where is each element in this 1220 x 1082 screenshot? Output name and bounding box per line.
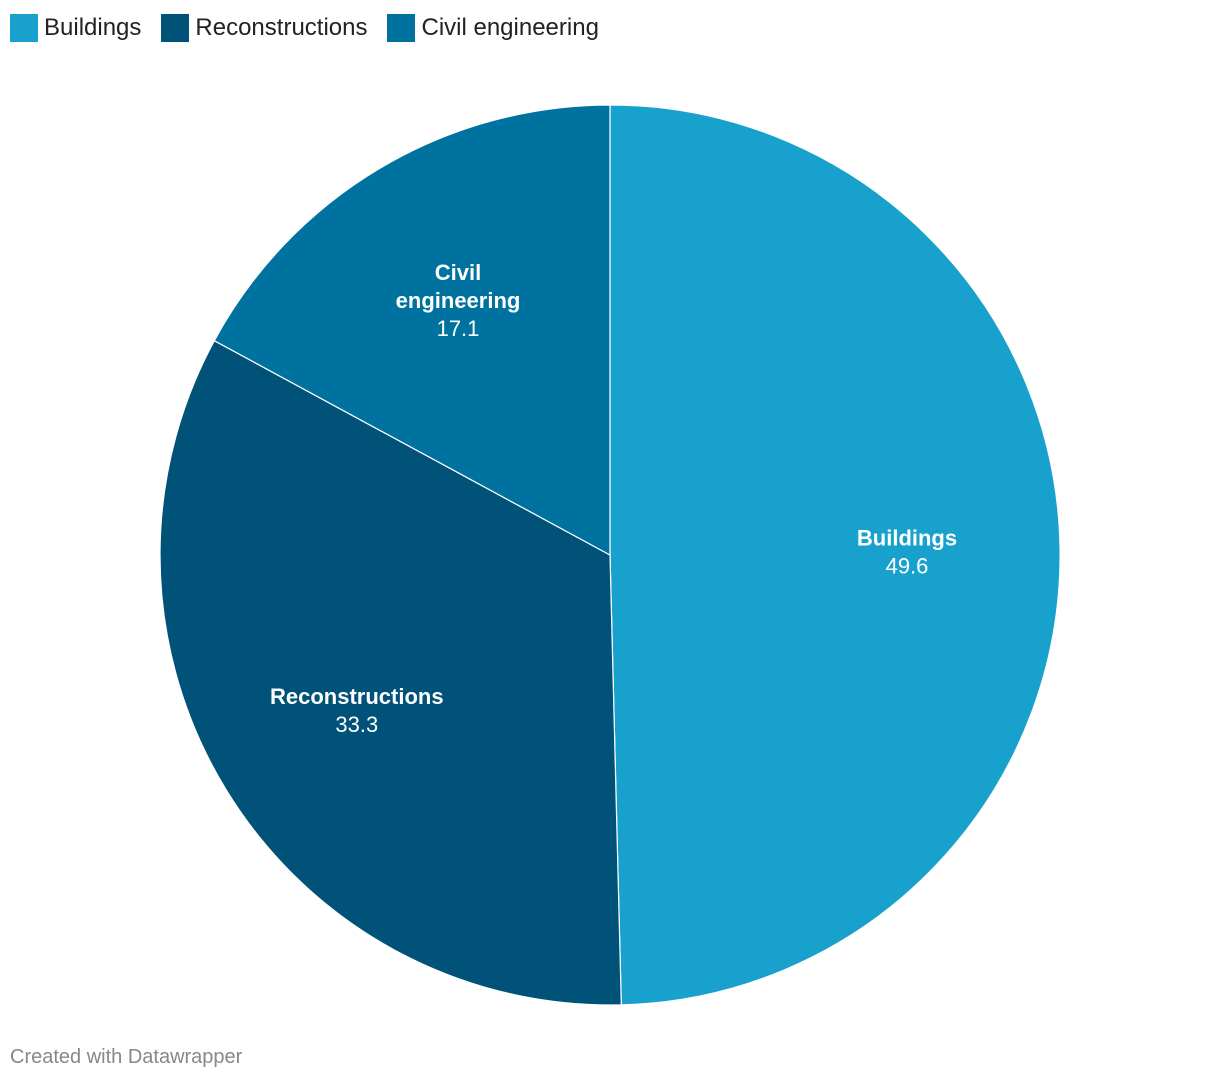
slice-name-civil-engineering: Civil engineering [396, 260, 521, 313]
slice-label-reconstructions: Reconstructions 33.3 [270, 684, 444, 737]
legend-label-reconstructions: Reconstructions [195, 14, 368, 41]
slice-label-civil-engineering: Civil engineering 17.1 [396, 260, 521, 341]
pie-slice-buildings [609, 104, 1061, 1006]
legend-label-buildings: Buildings [44, 14, 142, 41]
legend-swatch-buildings [10, 14, 38, 42]
slice-label-buildings: Buildings 49.6 [857, 525, 957, 578]
legend-item-reconstructions: Reconstructions [161, 14, 367, 42]
legend-label-civil-engineering: Civil engineering [421, 14, 599, 41]
pie-slice-reconstructions [159, 339, 622, 1006]
slice-name-buildings: Buildings [857, 525, 957, 550]
legend-swatch-civil-engineering [387, 14, 416, 42]
footer-credit: Created with Datawrapper [10, 1046, 243, 1068]
legend-item-civil-engineering: Civil engineering [387, 14, 599, 42]
slice-value-civil-engineering: 17.1 [437, 316, 480, 341]
slice-name-reconstructions: Reconstructions [270, 684, 444, 709]
legend-swatch-reconstructions [161, 14, 190, 42]
pie-slice-civil-engineering [213, 104, 611, 557]
slice-value-reconstructions: 33.3 [335, 712, 378, 737]
pie-chart: Buildings 49.6 Reconstructions 33.3 Civil eng… [159, 104, 1061, 1006]
slice-value-buildings: 49.6 [886, 553, 929, 578]
legend-item-buildings: Buildings [10, 14, 141, 42]
chart-legend: Buildings Reconstructions Civil engineer… [10, 12, 619, 44]
